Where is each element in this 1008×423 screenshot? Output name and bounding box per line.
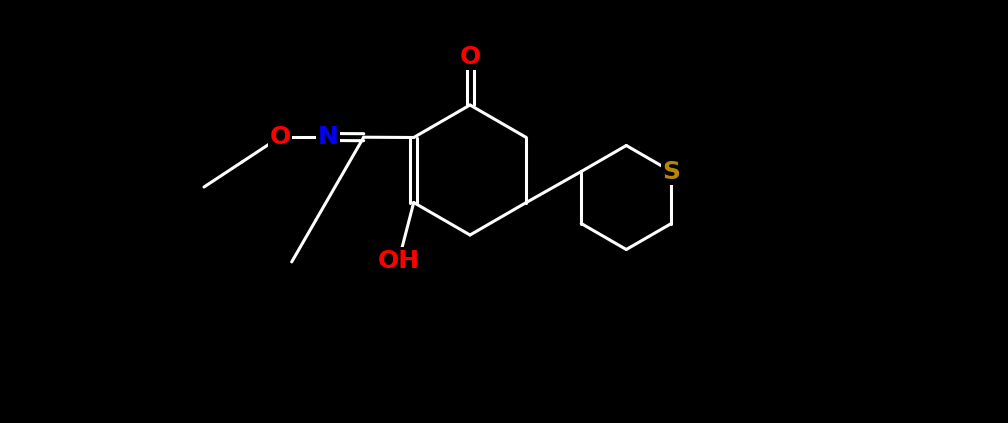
Text: O: O bbox=[460, 45, 481, 69]
Text: O: O bbox=[269, 125, 290, 149]
Text: N: N bbox=[318, 125, 339, 149]
Text: OH: OH bbox=[378, 248, 419, 272]
Text: S: S bbox=[662, 159, 680, 184]
